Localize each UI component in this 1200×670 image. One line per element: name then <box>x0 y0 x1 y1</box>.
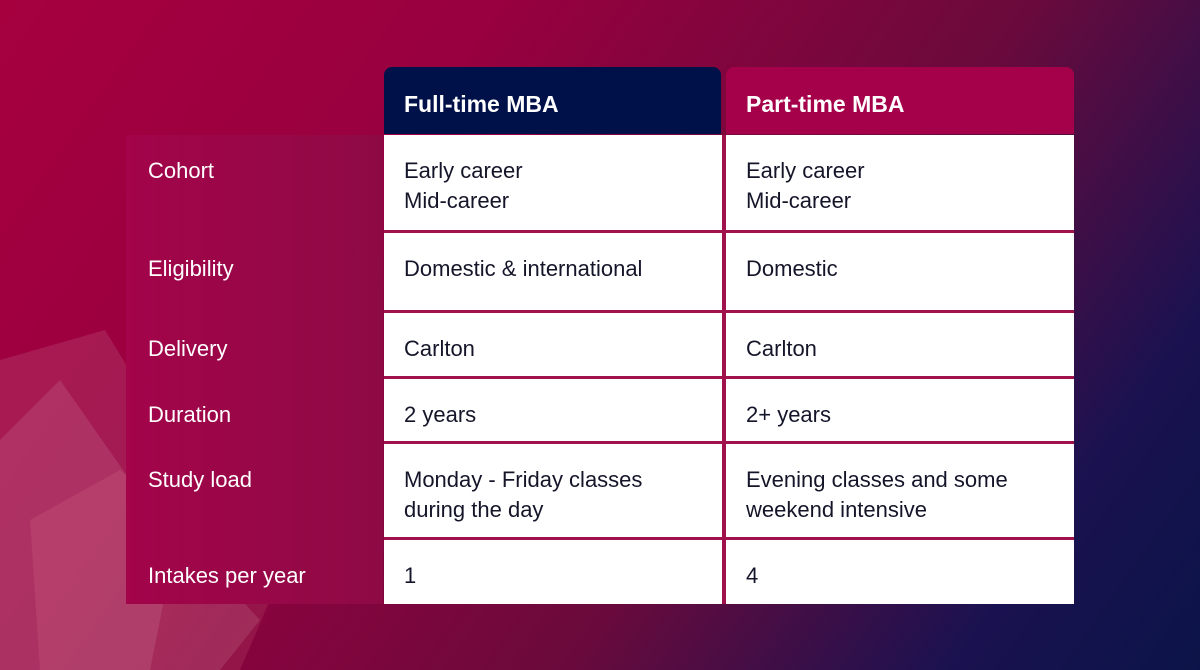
table-cell: 1 <box>384 540 722 604</box>
table-cell: Domestic & international <box>384 233 722 310</box>
cell-line: Mid-career <box>404 188 510 213</box>
column-header: Part-time MBA <box>726 67 1074 134</box>
table-body: Early career Mid-career Early career Mid-ca… <box>384 135 1074 604</box>
table-cell: Evening classes and some weekend intensi… <box>726 444 1074 537</box>
table-cell: Carlton <box>726 313 1074 376</box>
cell-line: Early career <box>746 158 865 183</box>
row-label: Cohort <box>148 158 215 183</box>
cell-line: Mid-career <box>746 188 852 213</box>
table-cell: Monday - Friday classes during the day <box>384 444 722 537</box>
cell-line: Early career <box>404 158 523 183</box>
table-cell: 4 <box>726 540 1074 604</box>
column-header: Full-time MBA <box>384 67 721 134</box>
table-cell: 2+ years <box>726 379 1074 441</box>
row-label: Duration <box>148 402 232 427</box>
table-cell: 2 years <box>384 379 722 441</box>
row-label: Study load <box>148 467 252 492</box>
row-labels: Cohort Eligibility Delivery Duration Study l… <box>126 135 383 604</box>
row-label: Eligibility <box>148 256 234 281</box>
row-label: Intakes per year <box>148 563 306 588</box>
table-cell: Domestic <box>726 233 1074 310</box>
row-label: Delivery <box>148 336 228 361</box>
table-cell: Early career Mid-career <box>384 135 722 230</box>
table-cell: Early career Mid-career <box>726 135 1074 230</box>
table-cell: Carlton <box>384 313 722 376</box>
